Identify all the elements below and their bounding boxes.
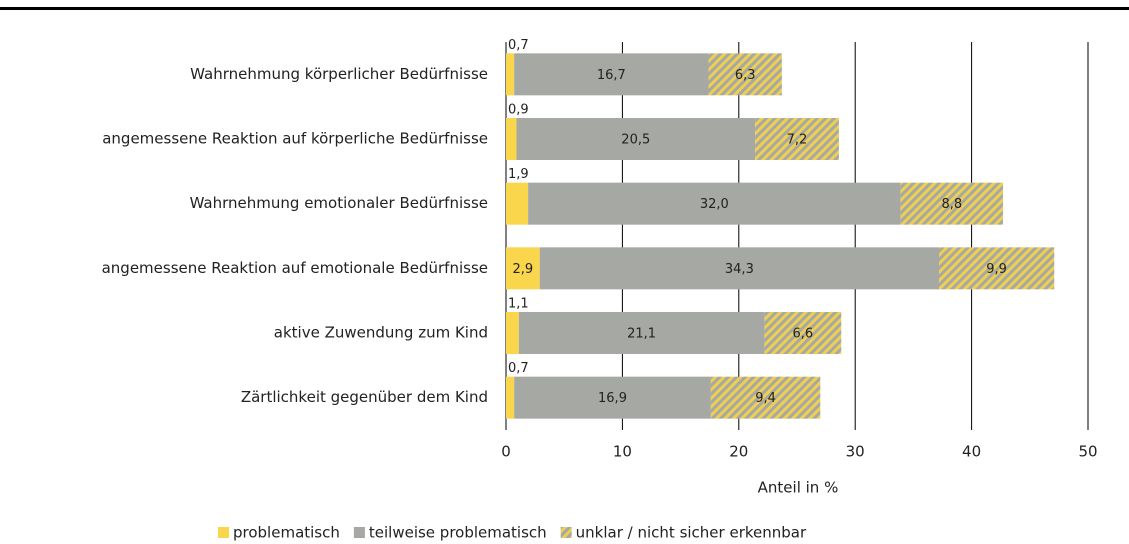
bar-segment (939, 247, 1055, 290)
value-label: 0,9 (508, 103, 529, 118)
bar-segment (708, 53, 782, 96)
value-label: 1,9 (508, 167, 529, 182)
value-label: 2,9 (513, 262, 534, 277)
category-label: Wahrnehmung emotionaler Bedürfnisse (190, 194, 488, 212)
x-tick-label: 0 (501, 443, 511, 461)
category-label: Wahrnehmung körperlicher Bedürfnisse (190, 65, 488, 83)
x-tick-label: 30 (846, 443, 865, 461)
value-label: 0,7 (508, 361, 529, 376)
value-label: 6,3 (735, 68, 756, 83)
bar-segment (506, 53, 515, 96)
value-label: 7,2 (787, 133, 808, 148)
bar-segment (506, 312, 519, 354)
value-label: 0,7 (508, 38, 529, 53)
value-label: 16,7 (597, 68, 626, 83)
bar-segment (516, 118, 756, 160)
value-label: 6,6 (792, 327, 813, 342)
legend-label: problematisch (233, 524, 340, 542)
legend-label: teilweise problematisch (369, 524, 547, 542)
bar-segment (710, 376, 821, 419)
bar-segment (528, 182, 901, 225)
bar-segment (506, 247, 540, 290)
bar-segment (514, 53, 709, 96)
bar-segment (506, 376, 515, 419)
x-tick-label: 40 (962, 443, 981, 461)
value-label: 32,0 (700, 197, 729, 212)
legend-swatch (353, 527, 365, 538)
bar-segment (506, 182, 529, 225)
value-label: 21,1 (627, 327, 656, 342)
x-tick-label: 10 (613, 443, 632, 461)
bar-segment (900, 182, 1004, 225)
value-label: 9,9 (986, 262, 1007, 277)
bar-segment (755, 118, 839, 160)
top-rule (0, 7, 1129, 10)
value-label: 34,3 (725, 262, 754, 277)
legend-label: unklar / nicht sicher erkennbar (576, 524, 807, 542)
bar-segment (506, 118, 517, 160)
category-label: aktive Zuwendung zum Kind (274, 324, 488, 342)
legend-swatch (218, 527, 229, 538)
x-axis-label: Anteil in % (758, 479, 839, 497)
category-label: angemessene Reaktion auf körperliche Bed… (102, 130, 488, 148)
value-label: 9,4 (755, 391, 776, 406)
bar-segment (539, 247, 940, 290)
value-label: 16,9 (598, 391, 627, 406)
legend-swatch (560, 527, 572, 538)
x-tick-label: 50 (1078, 443, 1097, 461)
bar-segment (514, 376, 711, 419)
value-label: 8,8 (941, 197, 962, 212)
category-label: angemessene Reaktion auf emotionale Bedü… (102, 259, 488, 277)
x-tick-label: 20 (729, 443, 748, 461)
bar-segment (764, 312, 842, 354)
value-label: 20,5 (621, 133, 650, 148)
bar-segment (518, 312, 765, 354)
value-label: 1,1 (508, 297, 529, 312)
category-label: Zärtlichkeit gegenüber dem Kind (241, 388, 488, 406)
